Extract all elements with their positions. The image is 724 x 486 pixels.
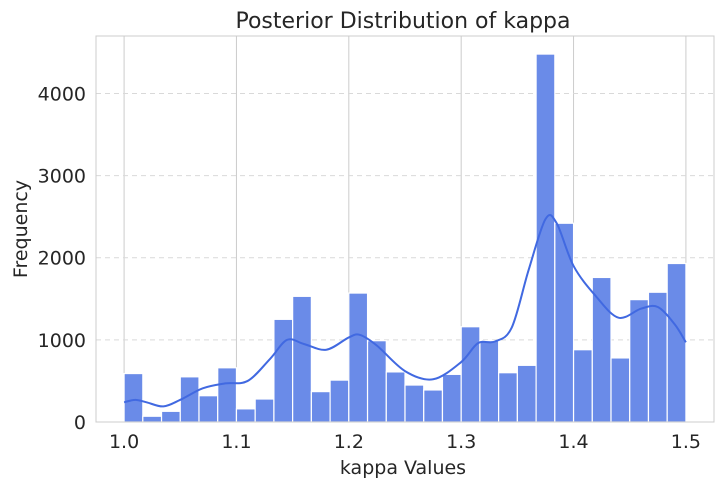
histogram-bar bbox=[610, 357, 631, 423]
histogram-bar bbox=[479, 340, 500, 423]
histogram-bar bbox=[666, 262, 687, 423]
histogram-bar bbox=[348, 292, 369, 423]
histogram-bar bbox=[441, 373, 462, 423]
histogram-bar bbox=[273, 318, 294, 423]
kde-curve-group bbox=[123, 214, 687, 408]
histogram-bar bbox=[198, 395, 219, 423]
histogram-bar bbox=[217, 367, 238, 423]
plot-frame bbox=[95, 35, 715, 423]
y-tick-label: 3000 bbox=[38, 166, 86, 188]
y-tick-label: 0 bbox=[74, 412, 86, 434]
histogram-bar bbox=[123, 372, 144, 423]
histogram-bars bbox=[123, 53, 687, 423]
x-tick-label: 1.1 bbox=[221, 431, 251, 453]
histogram-bar bbox=[160, 410, 181, 423]
x-tick-label: 1.0 bbox=[109, 431, 139, 453]
kde-curve bbox=[123, 214, 687, 408]
histogram-bar bbox=[310, 391, 331, 423]
histogram-bar bbox=[423, 389, 444, 423]
y-axis-label: Frequency bbox=[10, 180, 32, 278]
histogram-bar bbox=[292, 295, 312, 423]
x-tick-label: 1.2 bbox=[334, 431, 364, 453]
y-axis-ticks: 0 1000 2000 3000 4000 bbox=[38, 83, 86, 434]
x-tick-label: 1.5 bbox=[671, 431, 701, 453]
histogram-bar bbox=[404, 384, 425, 423]
histogram-bar bbox=[591, 276, 612, 423]
x-axis-ticks: 1.0 1.1 1.2 1.3 1.4 1.5 bbox=[109, 431, 701, 453]
x-axis-label: kappa Values bbox=[340, 457, 466, 479]
histogram-bar bbox=[385, 371, 406, 423]
histogram-bar bbox=[460, 326, 481, 423]
histogram-bar bbox=[516, 364, 537, 423]
histogram-bar bbox=[554, 222, 575, 423]
histogram-bar bbox=[254, 398, 275, 423]
x-tick-label: 1.4 bbox=[558, 431, 588, 453]
x-tick-label: 1.3 bbox=[446, 431, 476, 453]
histogram-bar bbox=[329, 379, 350, 423]
y-tick-label: 2000 bbox=[38, 248, 86, 270]
histogram-bar bbox=[629, 299, 650, 423]
histogram-bar bbox=[142, 415, 163, 423]
histogram-bar bbox=[235, 408, 256, 423]
histogram-bar bbox=[498, 372, 518, 423]
y-tick-label: 4000 bbox=[38, 83, 86, 105]
histogram-bar bbox=[572, 349, 593, 423]
chart-title: Posterior Distribution of kappa bbox=[235, 9, 570, 34]
y-tick-label: 1000 bbox=[38, 330, 86, 352]
